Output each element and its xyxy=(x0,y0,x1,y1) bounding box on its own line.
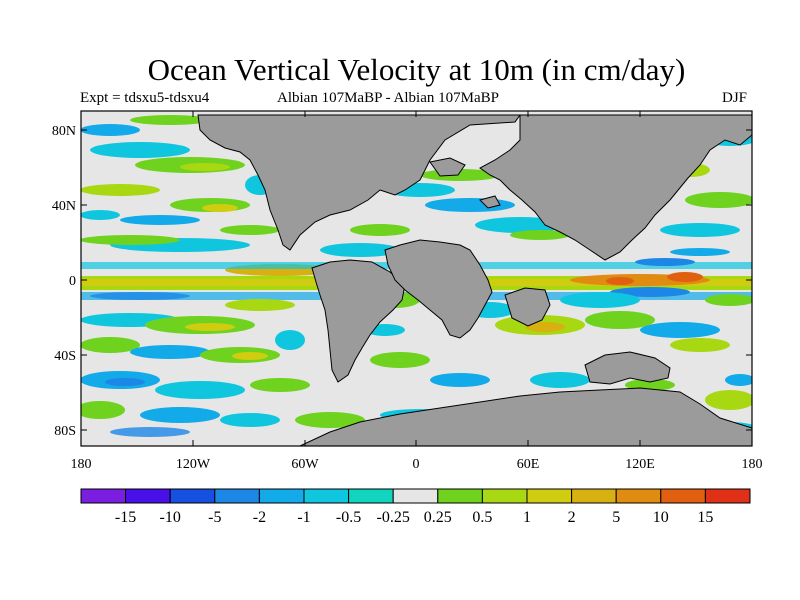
colorbar-swatch xyxy=(615,488,662,504)
lon-tick-label: 120W xyxy=(176,457,211,472)
lon-tick-label: 0 xyxy=(413,457,420,472)
colorbar-label: 15 xyxy=(697,509,713,526)
colorbar-label: -0.25 xyxy=(377,509,410,526)
lat-tick-label: 80N xyxy=(52,124,76,139)
lon-tick-label: 180 xyxy=(71,457,92,472)
north-america xyxy=(197,114,521,251)
colorbar-swatch xyxy=(392,488,439,504)
colorbar-swatch xyxy=(704,488,751,504)
colorbar-label: 1 xyxy=(523,509,531,526)
greenland-island xyxy=(429,157,466,177)
colorbar-swatch xyxy=(348,488,394,504)
colorbar-label: 5 xyxy=(612,509,620,526)
lat-tick-label: 80S xyxy=(54,424,76,439)
colorbar-label: -10 xyxy=(160,509,181,526)
colorbar-label: 0.5 xyxy=(472,509,492,526)
longitude-axis: 180 120W 60W 0 60E 120E 180 xyxy=(71,111,763,472)
antarctica xyxy=(299,387,752,446)
comparison-label: Albian 107MaBP - Albian 107MaBP xyxy=(277,90,499,106)
eurasia xyxy=(479,114,752,261)
colorbar-swatch xyxy=(660,488,706,504)
lat-tick-label: 40N xyxy=(52,199,76,214)
colorbar-label: -0.5 xyxy=(336,509,361,526)
lat-tick-label: 0 xyxy=(69,274,76,289)
lon-tick-label: 180 xyxy=(742,457,763,472)
colorbar-swatch xyxy=(571,488,617,504)
south-america xyxy=(311,259,406,383)
colorbar-swatch xyxy=(125,488,171,504)
africa xyxy=(384,239,493,339)
colorbar: -15 -10 -5 -2 -1 -0.5 -0.25 0.25 0.5 1 2 5 10 15 xyxy=(80,488,751,526)
colorbar-label: 10 xyxy=(653,509,669,526)
colorbar-swatch xyxy=(526,488,573,504)
land-masses xyxy=(197,114,752,446)
colorbar-swatch xyxy=(258,488,305,504)
lat-tick-label: 40S xyxy=(54,349,76,364)
colorbar-swatch xyxy=(303,488,350,504)
plot-title: Ocean Vertical Velocity at 10m (in cm/da… xyxy=(147,52,686,87)
colorbar-swatch xyxy=(80,488,127,504)
latitude-axis: 80N 40N 0 40S 80S xyxy=(52,124,752,439)
season-label: DJF xyxy=(722,90,748,106)
experiment-label: Expt = tdsxu5-tdsxu4 xyxy=(80,90,210,106)
colorbar-label: 2 xyxy=(568,509,576,526)
colorbar-label: -2 xyxy=(253,509,266,526)
colorbar-swatch xyxy=(481,488,528,504)
colorbar-label: -1 xyxy=(297,509,310,526)
tethys-island xyxy=(479,195,501,209)
india xyxy=(504,287,551,327)
lon-tick-label: 120E xyxy=(625,457,655,472)
colorbar-label: -15 xyxy=(115,509,136,526)
lon-tick-label: 60W xyxy=(291,457,319,472)
colorbar-swatch xyxy=(214,488,260,504)
lon-tick-label: 60E xyxy=(517,457,540,472)
colorbar-swatch xyxy=(437,488,483,504)
colorbar-swatch xyxy=(169,488,216,504)
map-plot-area xyxy=(81,111,752,446)
colorbar-label: 0.25 xyxy=(424,509,452,526)
colorbar-label: -5 xyxy=(208,509,221,526)
australia xyxy=(584,351,671,385)
